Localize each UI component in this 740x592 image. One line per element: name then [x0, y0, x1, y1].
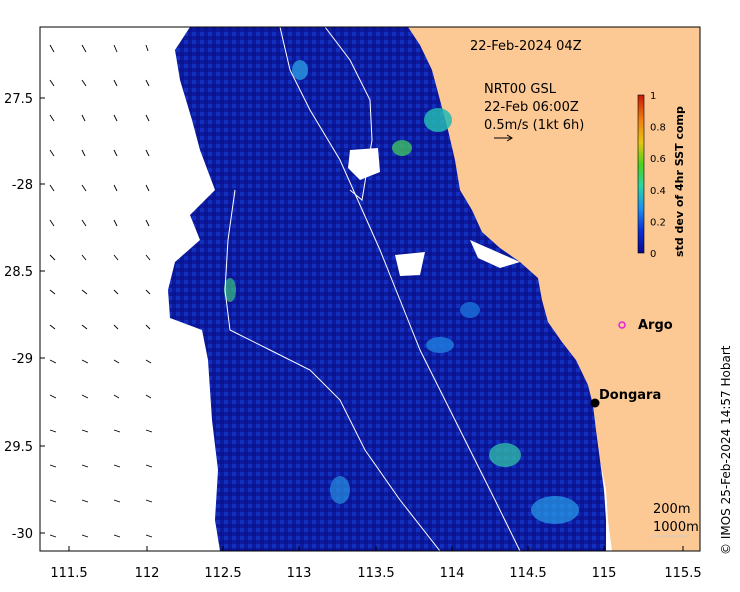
- contour-line: [324, 27, 373, 201]
- y-tick-label: -30: [12, 527, 33, 542]
- colorbar-ticks: 0 0.2 0.4 0.6 0.8 1: [650, 91, 666, 260]
- contour-legend-200m: 200m: [653, 502, 690, 517]
- sst-patch: [424, 108, 452, 132]
- x-tick-label: 115: [592, 566, 617, 581]
- wind-time-label: 22-Feb 06:00Z: [484, 100, 579, 115]
- wind-model-label: NRT00 GSL: [484, 82, 557, 97]
- y-tick-label: -28: [12, 178, 33, 193]
- wind-scale-label: 0.5m/s (1kt 6h): [484, 118, 584, 133]
- colorbar-tick-label: 0.2: [650, 217, 666, 228]
- x-tick-label: 112.5: [204, 566, 241, 581]
- sst-patch: [392, 140, 412, 156]
- x-tick-label: 112: [135, 566, 160, 581]
- dongara-marker: [590, 398, 600, 408]
- y-axis: 27.5 -28 28.5 -29 29.5 -30: [4, 92, 45, 542]
- sst-patch: [489, 443, 521, 467]
- wind-vectors: [49, 44, 153, 538]
- y-tick-label: 29.5: [4, 440, 33, 455]
- x-tick-label: 113: [287, 566, 312, 581]
- wind-scale-arrow: [494, 134, 513, 142]
- colorbar-tick-label: 1: [650, 91, 656, 102]
- colorbar-tick-label: 0.4: [650, 186, 666, 197]
- plot-frame: [39, 26, 701, 552]
- land: [408, 27, 700, 551]
- sst-patch: [426, 337, 454, 353]
- x-tick-label: 115.5: [664, 566, 701, 581]
- colorbar: [637, 94, 645, 254]
- x-axis: 111.5 112 112.5 113 113.5 114 114.5 115 115.5: [50, 546, 702, 581]
- colorbar-tick-label: 0.8: [650, 123, 666, 134]
- sst-patch: [531, 496, 579, 524]
- x-tick-label: 111.5: [50, 566, 87, 581]
- x-tick-label: 114.5: [509, 566, 546, 581]
- contour-1000m: [224, 189, 441, 551]
- sst-patch: [292, 60, 308, 80]
- credit-text: © IMOS 25-Feb-2024 14:57 Hobart: [719, 345, 733, 555]
- y-tick-label: 27.5: [4, 92, 33, 107]
- cloud-gap: [395, 252, 425, 276]
- y-tick-label: 28.5: [4, 265, 33, 280]
- y-tick-label: -29: [12, 352, 33, 367]
- sst-patch: [224, 278, 236, 302]
- argo-marker: [618, 321, 626, 329]
- contour-200m: [279, 27, 521, 551]
- x-tick-label: 114: [440, 566, 465, 581]
- colorbar-tick-label: 0: [650, 249, 656, 260]
- sst-patch: [460, 302, 480, 318]
- colorbar-title: std dev of 4hr SST comp: [673, 106, 686, 257]
- cloud-gap: [470, 240, 520, 268]
- colorbar-tick-label: 0.6: [650, 154, 666, 165]
- cloud-gap: [348, 148, 380, 180]
- sst-swath: [168, 27, 606, 551]
- x-tick-label: 113.5: [357, 566, 394, 581]
- argo-label: Argo: [638, 318, 673, 333]
- sst-patch: [330, 476, 350, 504]
- contour-legend-1000m: 1000m: [653, 520, 699, 535]
- dongara-label: Dongara: [599, 388, 661, 403]
- date-label: 22-Feb-2024 04Z: [470, 39, 582, 54]
